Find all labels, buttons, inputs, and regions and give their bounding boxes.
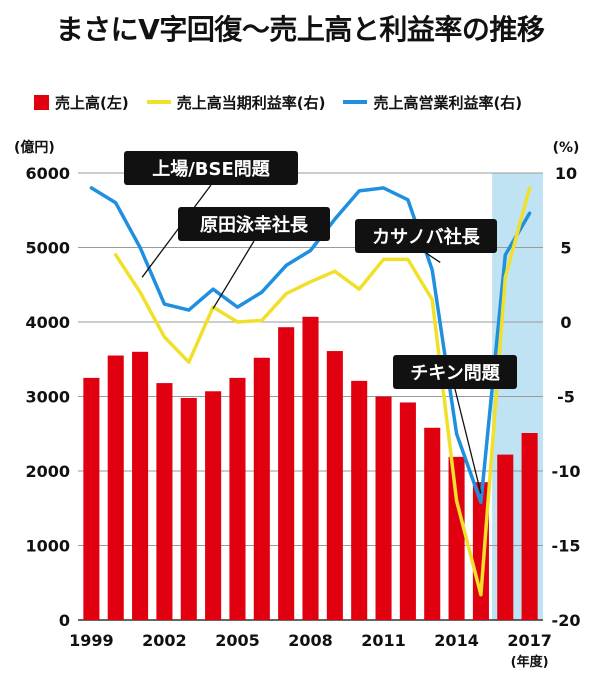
bar-sales-2013 [424, 427, 441, 620]
bar-sales-2016 [497, 454, 514, 620]
right-tick-label: 0 [560, 313, 571, 332]
annotation-box [393, 355, 517, 389]
bar-sales-2002 [156, 383, 173, 620]
x-tick-label: 2014 [434, 631, 479, 650]
bar-sales-2010 [351, 380, 368, 620]
legend-swatch-operating-margin [343, 100, 368, 104]
legend-label-net-margin: 売上高当期利益率(右) [176, 93, 326, 112]
annotation-leader [425, 252, 441, 263]
annotation-leader [141, 184, 212, 278]
bar-sales-2008 [302, 316, 319, 620]
legend-item-sales: 売上高(左) [34, 92, 129, 113]
annotation-box [178, 207, 330, 241]
legend: 売上高(左) 売上高当期利益率(右) 売上高営業利益率(右) [34, 92, 522, 112]
chart-title: まさにV字回復〜売上高と利益率の推移 [55, 13, 545, 46]
annotation-leader [454, 388, 482, 494]
right-tick-label: -15 [552, 537, 581, 556]
bar-sales-2000 [107, 355, 124, 620]
x-tick-label: 2002 [142, 631, 187, 650]
right-tick-label: 5 [560, 239, 571, 258]
left-tick-label: 5000 [25, 239, 70, 258]
right-tick-label: -5 [557, 388, 575, 407]
annotation-label: カサノバ社長 [372, 226, 481, 248]
annotation-box [124, 151, 298, 185]
annotation-leader [212, 240, 255, 309]
annotation-label: 原田泳幸社長 [200, 214, 309, 236]
bar-sales-1999 [83, 377, 100, 620]
bar-sales-2014 [448, 456, 465, 620]
bar-sales-2001 [132, 351, 149, 620]
bar-sales-2012 [399, 402, 416, 620]
right-tick-label: -10 [552, 462, 581, 481]
legend-label-operating-margin: 売上高営業利益率(右) [373, 93, 523, 112]
bar-sales-2006 [253, 357, 270, 620]
annotation-box [355, 219, 497, 253]
x-tick-label: 1999 [69, 631, 114, 650]
bar-sales-2017 [521, 433, 538, 620]
legend-label-sales: 売上高(左) [55, 93, 129, 112]
left-tick-label: 6000 [25, 164, 70, 183]
bar-sales-2011 [375, 396, 392, 620]
left-tick-label: 1000 [25, 537, 70, 556]
legend-swatch-net-margin [146, 100, 171, 104]
left-tick-label: 4000 [25, 313, 70, 332]
annotation-label: チキン問題 [410, 363, 500, 384]
bar-sales-2005 [229, 377, 246, 620]
right-tick-label: 10 [555, 164, 577, 183]
legend-swatch-sales [34, 94, 49, 110]
legend-item-operating-margin: 売上高営業利益率(右) [343, 92, 522, 113]
left-tick-label: 2000 [25, 462, 70, 481]
left-axis-unit: (億円) [14, 139, 55, 156]
line-operating-margin [89, 186, 532, 505]
x-tick-label: 2005 [215, 631, 260, 650]
bar-sales-2003 [180, 397, 197, 620]
line-net-margin [113, 186, 532, 597]
right-axis-unit: (%) [553, 140, 580, 156]
left-tick-label: 3000 [25, 388, 70, 407]
x-tick-label: 2017 [507, 631, 552, 650]
x-tick-label: 2011 [361, 631, 406, 650]
bar-sales-2007 [278, 327, 295, 620]
x-tick-label: 2008 [288, 631, 333, 650]
legend-item-net-margin: 売上高当期利益率(右) [146, 92, 326, 113]
bar-sales-2004 [205, 391, 222, 620]
bar-sales-2009 [326, 351, 343, 620]
x-axis-unit: (年度) [511, 654, 549, 670]
annotation-label: 上場/BSE問題 [152, 159, 271, 180]
left-tick-label: 0 [59, 611, 70, 630]
right-tick-label: -20 [552, 611, 581, 630]
